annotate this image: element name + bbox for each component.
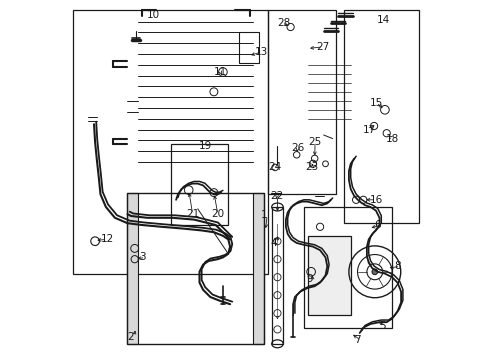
Bar [271, 207, 283, 344]
Text: 17: 17 [362, 125, 375, 135]
Bar [253, 193, 264, 344]
Text: 24: 24 [268, 162, 281, 172]
Bar [267, 10, 336, 194]
Text: 8: 8 [393, 261, 400, 271]
Bar [303, 207, 391, 328]
Bar [239, 32, 258, 63]
Text: 9: 9 [305, 274, 312, 284]
Text: 18: 18 [385, 134, 398, 144]
Text: 25: 25 [308, 137, 321, 147]
Text: 6: 6 [373, 220, 380, 230]
Text: 14: 14 [376, 15, 389, 25]
Text: 22: 22 [270, 191, 283, 201]
Text: 13: 13 [254, 47, 267, 57]
Bar [343, 10, 418, 223]
Text: 3: 3 [139, 252, 145, 262]
Circle shape [371, 269, 377, 275]
Bar [127, 193, 138, 344]
Text: 12: 12 [101, 234, 114, 244]
Text: 7: 7 [354, 335, 360, 345]
Text: 27: 27 [316, 42, 329, 52]
Bar [170, 144, 228, 225]
Text: 10: 10 [147, 10, 160, 20]
Text: 21: 21 [186, 209, 199, 219]
Text: 28: 28 [276, 18, 289, 28]
Text: 11: 11 [213, 67, 227, 77]
Text: 5: 5 [379, 321, 386, 331]
Bar [307, 236, 350, 315]
Text: 15: 15 [369, 98, 382, 108]
Text: 2: 2 [127, 332, 134, 342]
Text: 20: 20 [211, 209, 224, 219]
Bar [73, 10, 267, 274]
Text: 16: 16 [369, 195, 382, 205]
Text: 23: 23 [305, 162, 318, 172]
Text: 4: 4 [270, 238, 277, 248]
Text: 26: 26 [291, 143, 304, 153]
Text: 19: 19 [198, 141, 211, 151]
Text: 1: 1 [260, 210, 267, 220]
Bar [127, 193, 264, 344]
